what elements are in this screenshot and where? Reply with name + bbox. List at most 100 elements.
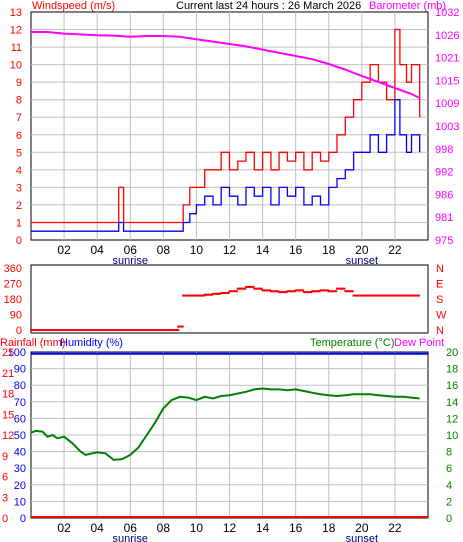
direction-point <box>408 294 411 297</box>
x-tick-label: 16 <box>289 243 303 257</box>
direction-point <box>41 329 44 331</box>
direction-point <box>266 289 269 292</box>
direction-point <box>354 294 357 297</box>
axis-labels: 0202040406060808101012121414161618182020… <box>2 7 459 542</box>
direction-point <box>72 329 75 331</box>
direction-point <box>341 287 344 290</box>
direction-point <box>393 294 396 297</box>
direction-point <box>300 289 303 292</box>
direction-point <box>150 329 153 331</box>
direction-point <box>395 294 398 297</box>
humidity-y-tick-label: 60 <box>14 413 26 425</box>
direction-point <box>287 290 290 293</box>
wind-y-tick-label: 11 <box>11 42 22 54</box>
humidity-axis-title: Humidity (%) <box>60 337 123 349</box>
humidity-y-tick-label: 50 <box>14 430 26 442</box>
direction-point <box>248 285 251 288</box>
wind-y-tick-label: 4 <box>16 165 22 177</box>
direction-point <box>411 294 414 297</box>
direction-point <box>245 285 248 288</box>
wind-y-tick-label: 9 <box>16 77 22 89</box>
temperature-y-tick-label: 2 <box>446 496 452 508</box>
temperature-y-tick-label: 4 <box>446 480 452 492</box>
direction-point <box>246 285 249 288</box>
direction-point <box>314 290 317 293</box>
temperature-y-tick-label: 0 <box>446 513 452 525</box>
direction-point <box>381 294 384 297</box>
temperature-plot <box>30 352 428 518</box>
direction-point <box>232 290 235 293</box>
direction-point <box>123 329 126 331</box>
direction-point <box>330 290 333 293</box>
direction-point <box>135 329 138 331</box>
wind-y-tick-label: 7 <box>16 112 22 124</box>
direction-point <box>181 325 184 328</box>
direction-point <box>261 289 264 292</box>
x-tick-label: 16 <box>289 521 303 535</box>
temperature-y-tick-label: 14 <box>446 397 458 409</box>
x-tick-label: 22 <box>388 243 402 257</box>
direction-point <box>253 287 256 290</box>
direction-point <box>209 293 212 296</box>
direction-point <box>402 294 405 297</box>
direction-point <box>178 325 181 328</box>
x-tick-label: 02 <box>57 521 71 535</box>
direction-point <box>343 287 346 290</box>
direction-point <box>252 285 255 288</box>
direction-point <box>307 291 310 294</box>
direction-point <box>289 290 292 293</box>
direction-point <box>40 329 43 331</box>
direction-point <box>304 291 307 294</box>
direction-point <box>329 290 332 293</box>
barometer-y-tick-label: 1026 <box>435 30 459 42</box>
daylight-marker-label: sunset <box>346 533 378 542</box>
direction-point <box>249 285 252 288</box>
direction-point <box>216 292 219 295</box>
direction-point <box>84 329 87 331</box>
direction-point <box>305 291 308 294</box>
direction-point <box>369 294 372 297</box>
compass-tick-label: N <box>436 263 444 275</box>
direction-point <box>269 290 272 293</box>
direction-point <box>272 290 275 293</box>
direction-point <box>257 287 260 290</box>
direction-point <box>55 329 58 331</box>
direction-point <box>264 289 267 292</box>
series-line-windspeed <box>31 28 421 224</box>
direction-point <box>96 329 99 331</box>
direction-point <box>294 289 297 292</box>
direction-point <box>154 329 157 331</box>
direction-point <box>256 287 259 290</box>
direction-point <box>30 329 32 331</box>
direction-point <box>281 291 284 294</box>
direction-point <box>244 287 247 290</box>
direction-point <box>91 329 94 331</box>
direction-point <box>375 294 378 297</box>
direction-point <box>229 290 232 293</box>
barometer-y-tick-label: 986 <box>435 189 453 201</box>
x-tick-label: 12 <box>223 521 237 535</box>
direction-point <box>117 329 120 331</box>
direction-point <box>333 290 336 293</box>
direction-point <box>239 287 242 290</box>
direction-point <box>190 294 193 297</box>
x-tick-label: 14 <box>256 521 270 535</box>
humidity-y-tick-label: 30 <box>14 463 26 475</box>
humidity-y-tick-label: 40 <box>14 447 26 459</box>
direction-point <box>299 289 302 292</box>
direction-point <box>139 329 142 331</box>
direction-point <box>177 325 180 328</box>
x-tick-label: 08 <box>157 521 171 535</box>
direction-point <box>171 329 174 331</box>
direction-point <box>133 329 136 331</box>
direction-point <box>79 329 82 331</box>
direction-point <box>319 289 322 292</box>
direction-point <box>284 291 287 294</box>
direction-point <box>148 329 151 331</box>
direction-point <box>73 329 76 331</box>
direction-point <box>221 291 224 294</box>
temperature-y-tick-label: 6 <box>446 463 452 475</box>
direction-point <box>31 329 34 331</box>
direction-point <box>114 329 117 331</box>
direction-point <box>312 290 315 293</box>
